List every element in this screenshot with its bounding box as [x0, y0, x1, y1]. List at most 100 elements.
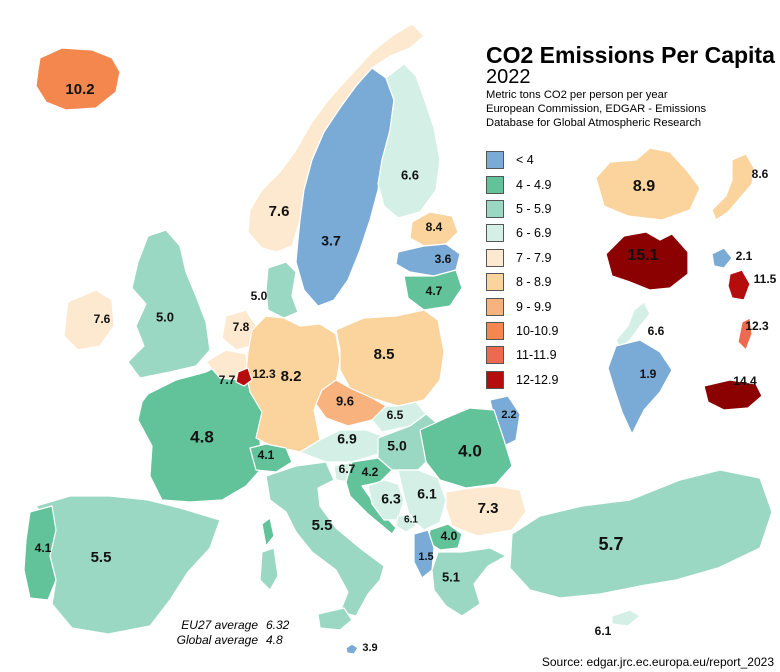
value-label-india: 1.9 [640, 367, 657, 381]
value-label-north-macedonia: 4.0 [441, 529, 458, 543]
global-average-value: 4.8 [266, 633, 283, 647]
legend-label: 5 - 5.9 [516, 201, 552, 216]
value-labels: 10.2 7.6 3.7 6.6 8.4 3.6 4.7 5.0 7.6 5.0 7.8 7.7 12.… [35, 81, 777, 654]
legend-swatch [486, 297, 504, 316]
value-label-turkey: 5.7 [598, 534, 623, 554]
montenegro-region [395, 513, 417, 533]
poland-region [335, 309, 445, 407]
legend-swatch [486, 321, 504, 340]
legend-item: < 4 [486, 148, 558, 172]
value-label-lithuania: 4.7 [426, 284, 443, 298]
legend-label: 9 - 9.9 [516, 299, 552, 314]
value-label-croatia: 4.2 [362, 465, 379, 479]
corsica-region [261, 517, 275, 547]
bosnia-region [367, 479, 405, 521]
source-note: Source: edgar.jrc.ec.europa.eu/report_20… [541, 655, 774, 669]
value-label-north-korea: 2.1 [736, 249, 753, 263]
value-label-new-zealand: 6.6 [648, 324, 665, 338]
map-title: CO2 Emissions Per Capita [486, 42, 775, 68]
legend-swatch [486, 248, 504, 267]
value-label-japan: 8.6 [752, 167, 769, 181]
value-label-montenegro: 6.1 [404, 515, 418, 526]
country-shapes [23, 23, 773, 655]
value-label-estonia: 8.4 [426, 220, 443, 234]
legend-label: 8 - 8.9 [516, 275, 552, 290]
turkey-region [509, 469, 773, 599]
value-label-iceland: 10.2 [65, 81, 94, 98]
value-label-united-kingdom: 5.0 [156, 309, 174, 324]
denmark-region [265, 261, 299, 319]
slovakia-region [371, 401, 427, 433]
luxembourg-region [235, 367, 253, 387]
averages: EU27 average 6.32 Global average 4.8 [150, 618, 290, 648]
value-label-bosnia-and-herzegovina: 6.3 [381, 491, 401, 507]
sardinia-region [259, 547, 279, 591]
legend-swatch [486, 370, 504, 389]
value-label-netherlands: 7.8 [233, 320, 250, 334]
value-label-china: 8.9 [633, 178, 655, 195]
value-label-ireland: 7.6 [94, 312, 111, 326]
value-label-bulgaria: 7.3 [478, 500, 499, 517]
taiwan-inset [737, 317, 753, 351]
legend-swatch [486, 224, 504, 243]
value-label-poland: 8.5 [374, 346, 395, 363]
value-label-australia: 15.1 [627, 247, 658, 264]
value-label-taiwan: 12.3 [745, 319, 769, 333]
value-label-malta: 3.9 [362, 642, 377, 654]
value-label-belgium: 7.7 [219, 373, 236, 387]
value-label-serbia: 6.1 [417, 486, 437, 502]
cyprus-region [611, 609, 641, 627]
value-label-czechia: 9.6 [336, 393, 354, 408]
legend-label: 11-11.9 [516, 348, 557, 363]
value-label-greece: 5.1 [442, 569, 460, 584]
value-label-latvia: 3.6 [435, 252, 452, 266]
value-label-italy: 5.5 [312, 517, 333, 534]
japan-inset [711, 153, 755, 221]
malta-region [345, 643, 359, 655]
global-average-label: Global average [176, 633, 258, 647]
subtitle-line: Metric tons CO2 per person per year [486, 89, 668, 101]
value-label-hungary: 5.0 [387, 438, 407, 454]
legend-item: 4 - 4.9 [486, 172, 558, 196]
legend-label: < 4 [516, 153, 534, 168]
north-korea-inset [711, 247, 733, 269]
legend-label: 4 - 4.9 [516, 177, 552, 192]
united-kingdom-region [127, 229, 211, 379]
spain-region [35, 495, 221, 635]
bulgaria-region [445, 485, 527, 537]
value-label-france: 4.8 [190, 427, 214, 446]
value-label-austria: 6.9 [337, 431, 357, 447]
eu27-average-label: EU27 average [181, 618, 258, 632]
legend-swatch [486, 273, 504, 292]
value-label-finland: 6.6 [401, 167, 419, 182]
value-label-switzerland: 4.1 [258, 448, 275, 462]
eu27-average-row: EU27 average 6.32 [150, 618, 289, 633]
legend: < 4 4 - 4.9 5 - 5.9 6 - 6.9 7 - 7.9 8 - … [486, 148, 558, 392]
legend-label: 7 - 7.9 [516, 250, 552, 265]
australia-inset [605, 231, 689, 291]
legend-item: 12-12.9 [486, 368, 558, 392]
germany-region [245, 315, 341, 453]
legend-item: 9 - 9.9 [486, 294, 558, 318]
value-label-luxembourg: 12.3 [252, 367, 276, 381]
value-label-moldova: 2.2 [501, 409, 516, 421]
sicily-region [317, 607, 353, 631]
legend-item: 7 - 7.9 [486, 246, 558, 270]
greece-region [431, 547, 507, 617]
portugal-region [23, 505, 57, 601]
value-label-slovakia: 6.5 [387, 408, 404, 422]
india-inset [607, 339, 673, 435]
legend-item: 8 - 8.9 [486, 270, 558, 294]
eu27-average-value: 6.32 [266, 618, 290, 632]
legend-label: 6 - 6.9 [516, 226, 552, 241]
value-label-slovenia: 6.7 [339, 462, 356, 476]
subtitle-line: Database for Global Atmospheric Research [486, 117, 702, 129]
value-label-united-states: 14.4 [733, 374, 757, 388]
legend-item: 5 - 5.9 [486, 197, 558, 221]
iceland-region [35, 47, 121, 111]
united-states-inset [703, 379, 763, 411]
legend-swatch [486, 151, 504, 170]
legend-label: 10-10.9 [516, 323, 559, 338]
value-label-cyprus: 6.1 [595, 624, 612, 638]
